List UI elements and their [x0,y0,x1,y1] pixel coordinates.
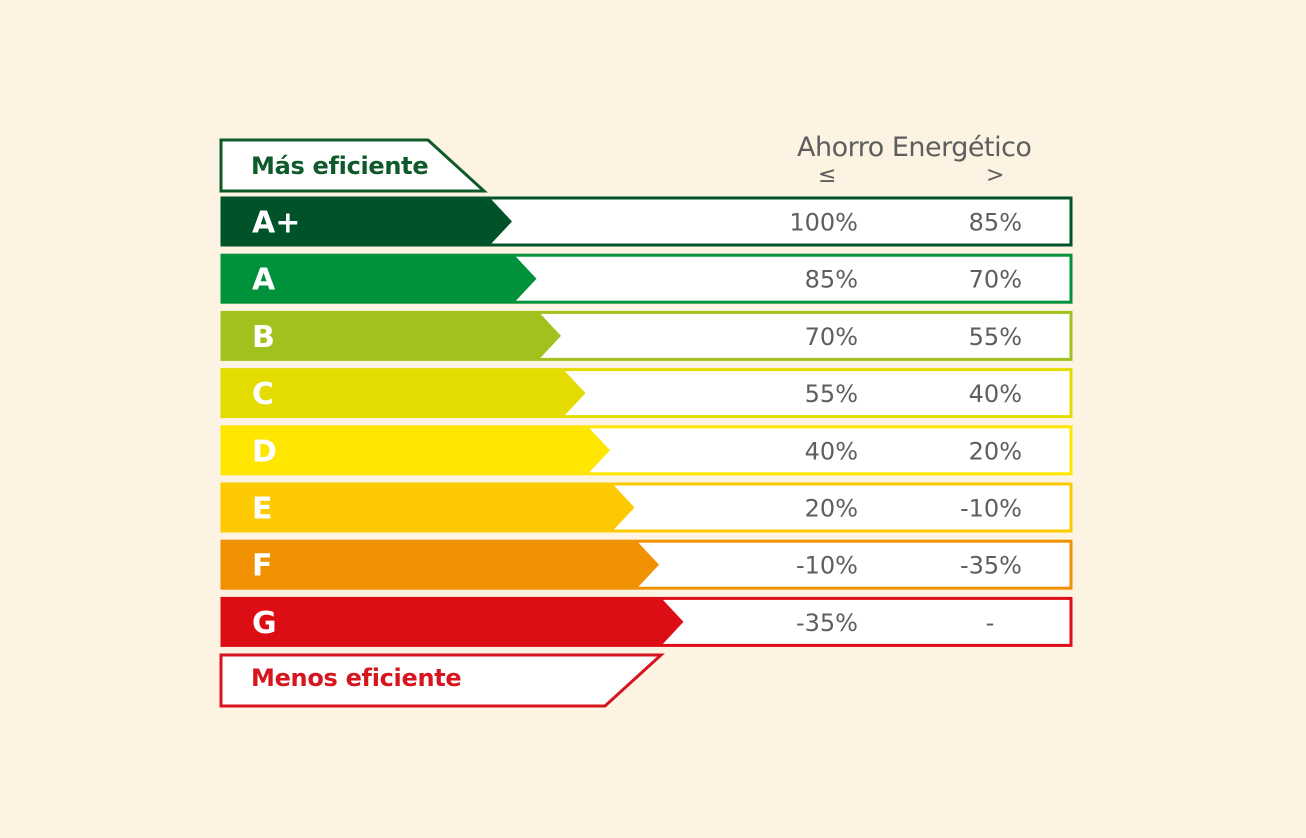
savings-max-value: 70% [969,266,1022,294]
chart-title: Ahorro Energético [797,132,1032,163]
grade-label: D [252,434,277,469]
least-efficient-label: Menos eficiente [251,664,462,692]
rating-arrow [222,369,586,417]
grade-label: F [252,549,273,584]
savings-min-value: 70% [805,323,858,351]
rating-arrow [222,484,635,531]
grade-label: E [252,492,273,527]
rating-arrow [222,426,610,474]
rows-group: A+ 100% 85% A 85% 70% B 70% 55% C 55% 40% D 40% 20% E 20… [220,196,1073,647]
column-header-gt: > [986,163,1005,188]
rating-arrow [222,312,561,360]
savings-min-value: 85% [805,266,858,294]
bottom-flag-shape [219,653,665,708]
grade-label: A+ [252,206,300,241]
savings-max-value: 85% [969,209,1022,237]
grade-label: B [252,320,275,355]
grade-label: C [252,377,274,412]
savings-min-value: 100% [789,209,858,237]
rating-arrow [222,198,512,245]
savings-min-value: 20% [805,495,858,523]
rating-arrow [222,541,659,589]
most-efficient-label: Más eficiente [251,152,429,180]
savings-min-value: -35% [796,609,858,637]
column-header-le: ≤ [818,163,837,188]
rating-arrow [222,598,684,646]
rating-arrow [222,255,537,303]
savings-max-value: 55% [969,323,1022,351]
savings-max-value: 20% [969,437,1022,465]
savings-max-value: - [986,609,995,637]
savings-min-value: 55% [805,380,858,408]
savings-max-value: -35% [960,552,1022,580]
savings-min-value: -10% [796,552,858,580]
grade-label: A [252,263,276,298]
grade-label: G [252,606,277,641]
top-flag-shape [219,138,488,193]
savings-min-value: 40% [805,437,858,465]
savings-max-value: 40% [969,380,1022,408]
savings-max-value: -10% [960,495,1022,523]
